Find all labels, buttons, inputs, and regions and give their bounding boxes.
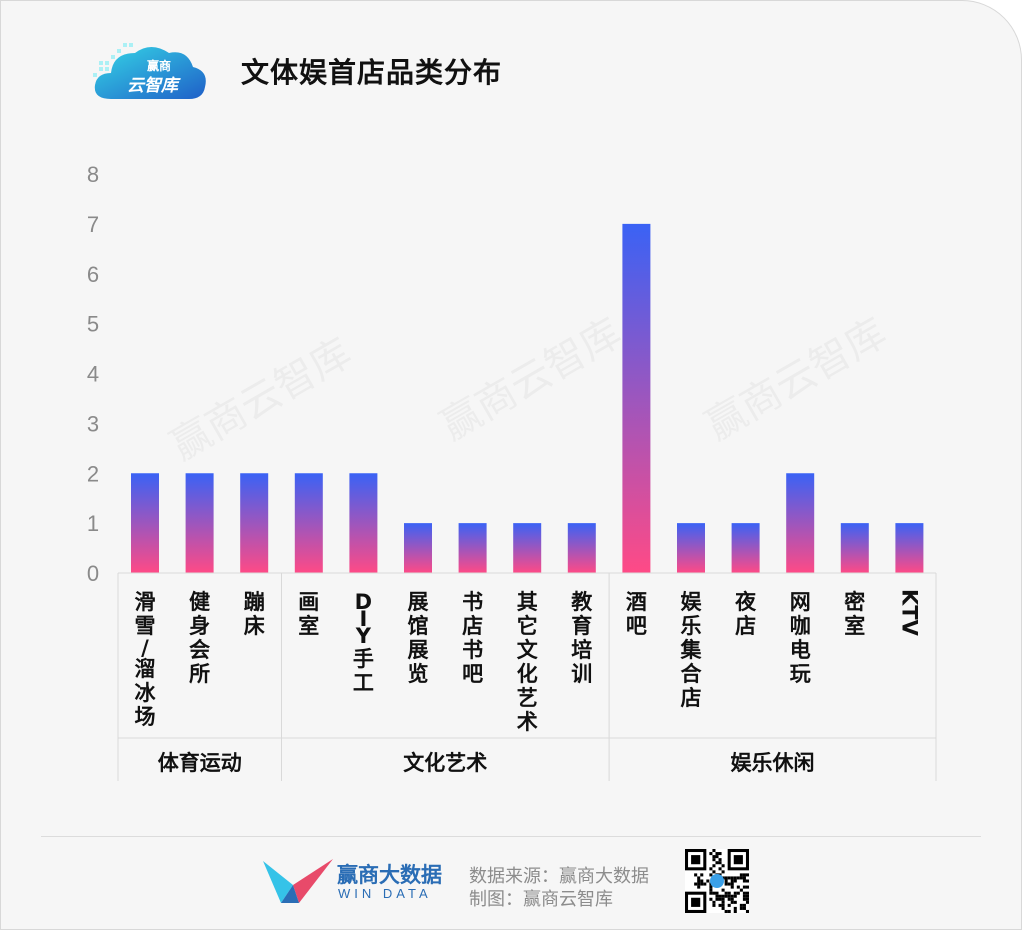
cloud-logo-icon: 赢商 云智库 (93, 43, 206, 99)
category-label: 健身会所 (189, 590, 210, 686)
group-label: 文化艺术 (403, 751, 487, 775)
bar (404, 523, 432, 573)
maker-note: 制图：赢商云智库 (469, 889, 613, 910)
bar (240, 473, 269, 573)
bar (131, 473, 159, 573)
bar (731, 523, 760, 573)
bar (677, 523, 705, 573)
y-tick-label: 2 (87, 461, 99, 486)
chart-title: 文体娱首店品类分布 (241, 56, 503, 89)
watermark-text: 赢商云智库 (163, 330, 359, 470)
category-label: 网咖电玩 (790, 590, 811, 686)
category-label: 书店书吧 (462, 590, 483, 686)
bar (458, 523, 487, 573)
category-label: 酒吧 (626, 590, 647, 638)
y-tick-label: 7 (87, 212, 99, 237)
y-tick-label: 4 (87, 362, 99, 387)
bar (840, 523, 869, 573)
y-tick-label: 8 (87, 162, 99, 187)
category-label: 蹦床 (244, 590, 265, 638)
bar (567, 523, 596, 573)
y-tick-label: 3 (87, 411, 99, 436)
logo-text-top: 赢商 (147, 58, 171, 73)
category-label: 夜店 (734, 590, 757, 638)
watermark-text: 赢商云智库 (433, 310, 629, 450)
bar (294, 473, 323, 573)
category-label: 滑雪/溜冰场 (135, 590, 157, 729)
bar (622, 223, 651, 573)
y-tick-label: 5 (87, 312, 99, 337)
category-label: 其它文化艺术 (517, 590, 539, 734)
footer-brand-cn: 赢商大数据 (337, 863, 442, 887)
bar (185, 473, 214, 573)
category-label: 展馆展览 (408, 590, 429, 686)
category-label: 密室 (844, 590, 865, 638)
group-label: 体育运动 (158, 751, 242, 775)
category-label: D I Y 手工 (353, 590, 374, 695)
y-tick-label: 6 (87, 262, 99, 287)
bar (895, 523, 924, 573)
footer-brand-en: WIN DATA (338, 886, 432, 901)
watermark-text: 赢商云智库 (698, 310, 894, 450)
win-data-logo-icon (263, 859, 333, 903)
y-tick-label: 0 (87, 561, 99, 586)
bar (349, 473, 378, 573)
category-label: KTV (897, 589, 921, 637)
group-label: 娱乐休闲 (731, 751, 815, 775)
qr-code-icon (685, 849, 749, 913)
footer-divider (41, 836, 981, 837)
category-label: 娱乐集合店 (680, 590, 703, 710)
category-label: 教育培训 (571, 590, 593, 686)
source-note: 数据来源：赢商大数据 (469, 866, 649, 887)
y-tick-label: 1 (87, 511, 99, 536)
logo-text-bottom: 云智库 (127, 76, 181, 96)
category-label: 画室 (298, 590, 319, 638)
bar (513, 523, 542, 573)
bar (786, 473, 815, 573)
